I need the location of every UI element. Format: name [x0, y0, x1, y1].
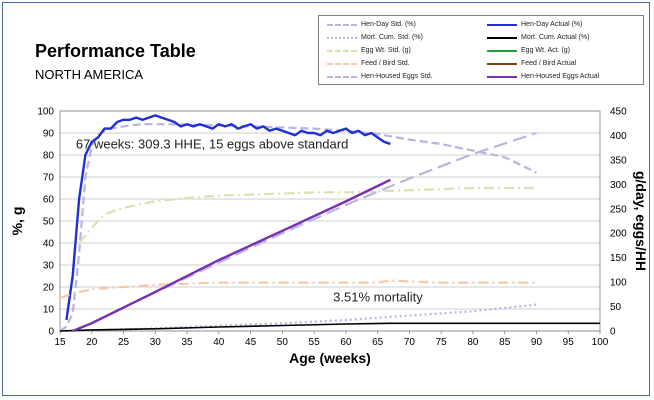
x-tick-label: 60	[340, 337, 352, 348]
y2-tick-label: 400	[610, 131, 627, 142]
chart-subtitle: NORTH AMERICA	[35, 67, 144, 82]
series-line-1	[65, 114, 391, 321]
x-tick-label: 85	[499, 337, 511, 348]
legend-label: Hen-Housed Eggs Actual	[521, 73, 600, 80]
y2-tick-label: 350	[610, 155, 627, 166]
plot-area-border	[59, 110, 601, 332]
x-tick-label: 55	[309, 337, 321, 348]
y-tick-label: 0	[48, 327, 54, 338]
x-axis-title: Age (weeks)	[289, 350, 371, 366]
y-tick-label: 60	[43, 195, 55, 206]
annotation-1: 3.51% mortality	[333, 289, 423, 304]
y2-tick-label: 0	[610, 327, 616, 338]
y2-tick-label: 150	[610, 253, 627, 264]
legend-label: Mort. Cum. Std. (%)	[361, 34, 423, 41]
x-tick-label: 15	[54, 337, 66, 348]
x-tick-label: 20	[86, 337, 98, 348]
x-tick-label: 40	[213, 337, 225, 348]
chart-legend: Hen-Day Std. (%) Hen-Day Actual (%) Mort. …	[318, 15, 644, 85]
legend-swatch	[327, 24, 357, 26]
series-line-9	[72, 178, 391, 333]
y-tick-label: 30	[43, 261, 55, 272]
x-tick-label: 90	[531, 337, 543, 348]
y-tick-label: 10	[43, 305, 55, 316]
x-tick-label: 75	[436, 337, 448, 348]
legend-swatch	[327, 50, 357, 52]
chart-title: Performance Table	[35, 41, 196, 61]
series-line-6	[59, 279, 537, 300]
y2-tick-label: 450	[610, 107, 627, 118]
series-line-4	[78, 186, 537, 244]
y2-tick-label: 100	[610, 278, 627, 289]
x-tick-label: 95	[563, 337, 575, 348]
y-tick-label: 40	[43, 239, 55, 250]
legend-swatch	[487, 24, 517, 26]
y2-tick-label: 50	[610, 302, 622, 313]
x-tick-label: 35	[181, 337, 193, 348]
legend-swatch	[487, 50, 517, 52]
y-tick-label: 90	[43, 129, 55, 140]
legend-swatch	[487, 63, 517, 65]
legend-label: Hen-Day Actual (%)	[521, 21, 583, 28]
series-line-0	[59, 123, 537, 332]
legend-swatch	[487, 76, 517, 78]
y2-tick-label: 200	[610, 229, 627, 240]
legend-swatch	[327, 37, 357, 39]
legend-swatch	[487, 37, 517, 39]
legend-label: Feed / Bird Actual	[521, 60, 577, 67]
legend-label: Egg Wt. Std. (g)	[361, 47, 411, 54]
series-line-8	[72, 131, 537, 333]
legend-label: Mort. Cum. Actual (%)	[521, 34, 590, 41]
y-tick-label: 70	[43, 173, 55, 184]
y-tick-label: 20	[43, 283, 55, 294]
y-tick-label: 80	[43, 151, 55, 162]
legend-label: Hen-Day Std. (%)	[361, 21, 416, 28]
y2-axis-title: g/day, eggs/HH	[633, 171, 649, 271]
y-tick-label: 100	[37, 107, 54, 118]
x-tick-label: 80	[467, 337, 479, 348]
legend-label: Feed / Bird Std.	[361, 60, 410, 67]
series-line-3	[59, 322, 600, 332]
series-line-2	[59, 303, 537, 333]
x-tick-label: 70	[404, 337, 416, 348]
legend-swatch	[327, 63, 357, 65]
legend-label: Hen-Housed Eggs Std.	[361, 73, 433, 80]
y2-tick-label: 300	[610, 180, 627, 191]
x-tick-label: 65	[372, 337, 384, 348]
x-tick-label: 50	[277, 337, 289, 348]
legend-label: Egg Wt. Act. (g)	[521, 47, 571, 54]
x-tick-label: 100	[592, 337, 609, 348]
x-tick-label: 25	[118, 337, 130, 348]
legend-swatch	[327, 76, 357, 78]
annotation-0: 67 weeks: 309.3 HHE, 15 eggs above stand…	[76, 136, 348, 151]
y-axis-title: %, g	[9, 207, 25, 236]
x-tick-label: 45	[245, 337, 257, 348]
x-tick-label: 30	[150, 337, 162, 348]
y-tick-label: 50	[43, 217, 55, 228]
y2-tick-label: 250	[610, 204, 627, 215]
